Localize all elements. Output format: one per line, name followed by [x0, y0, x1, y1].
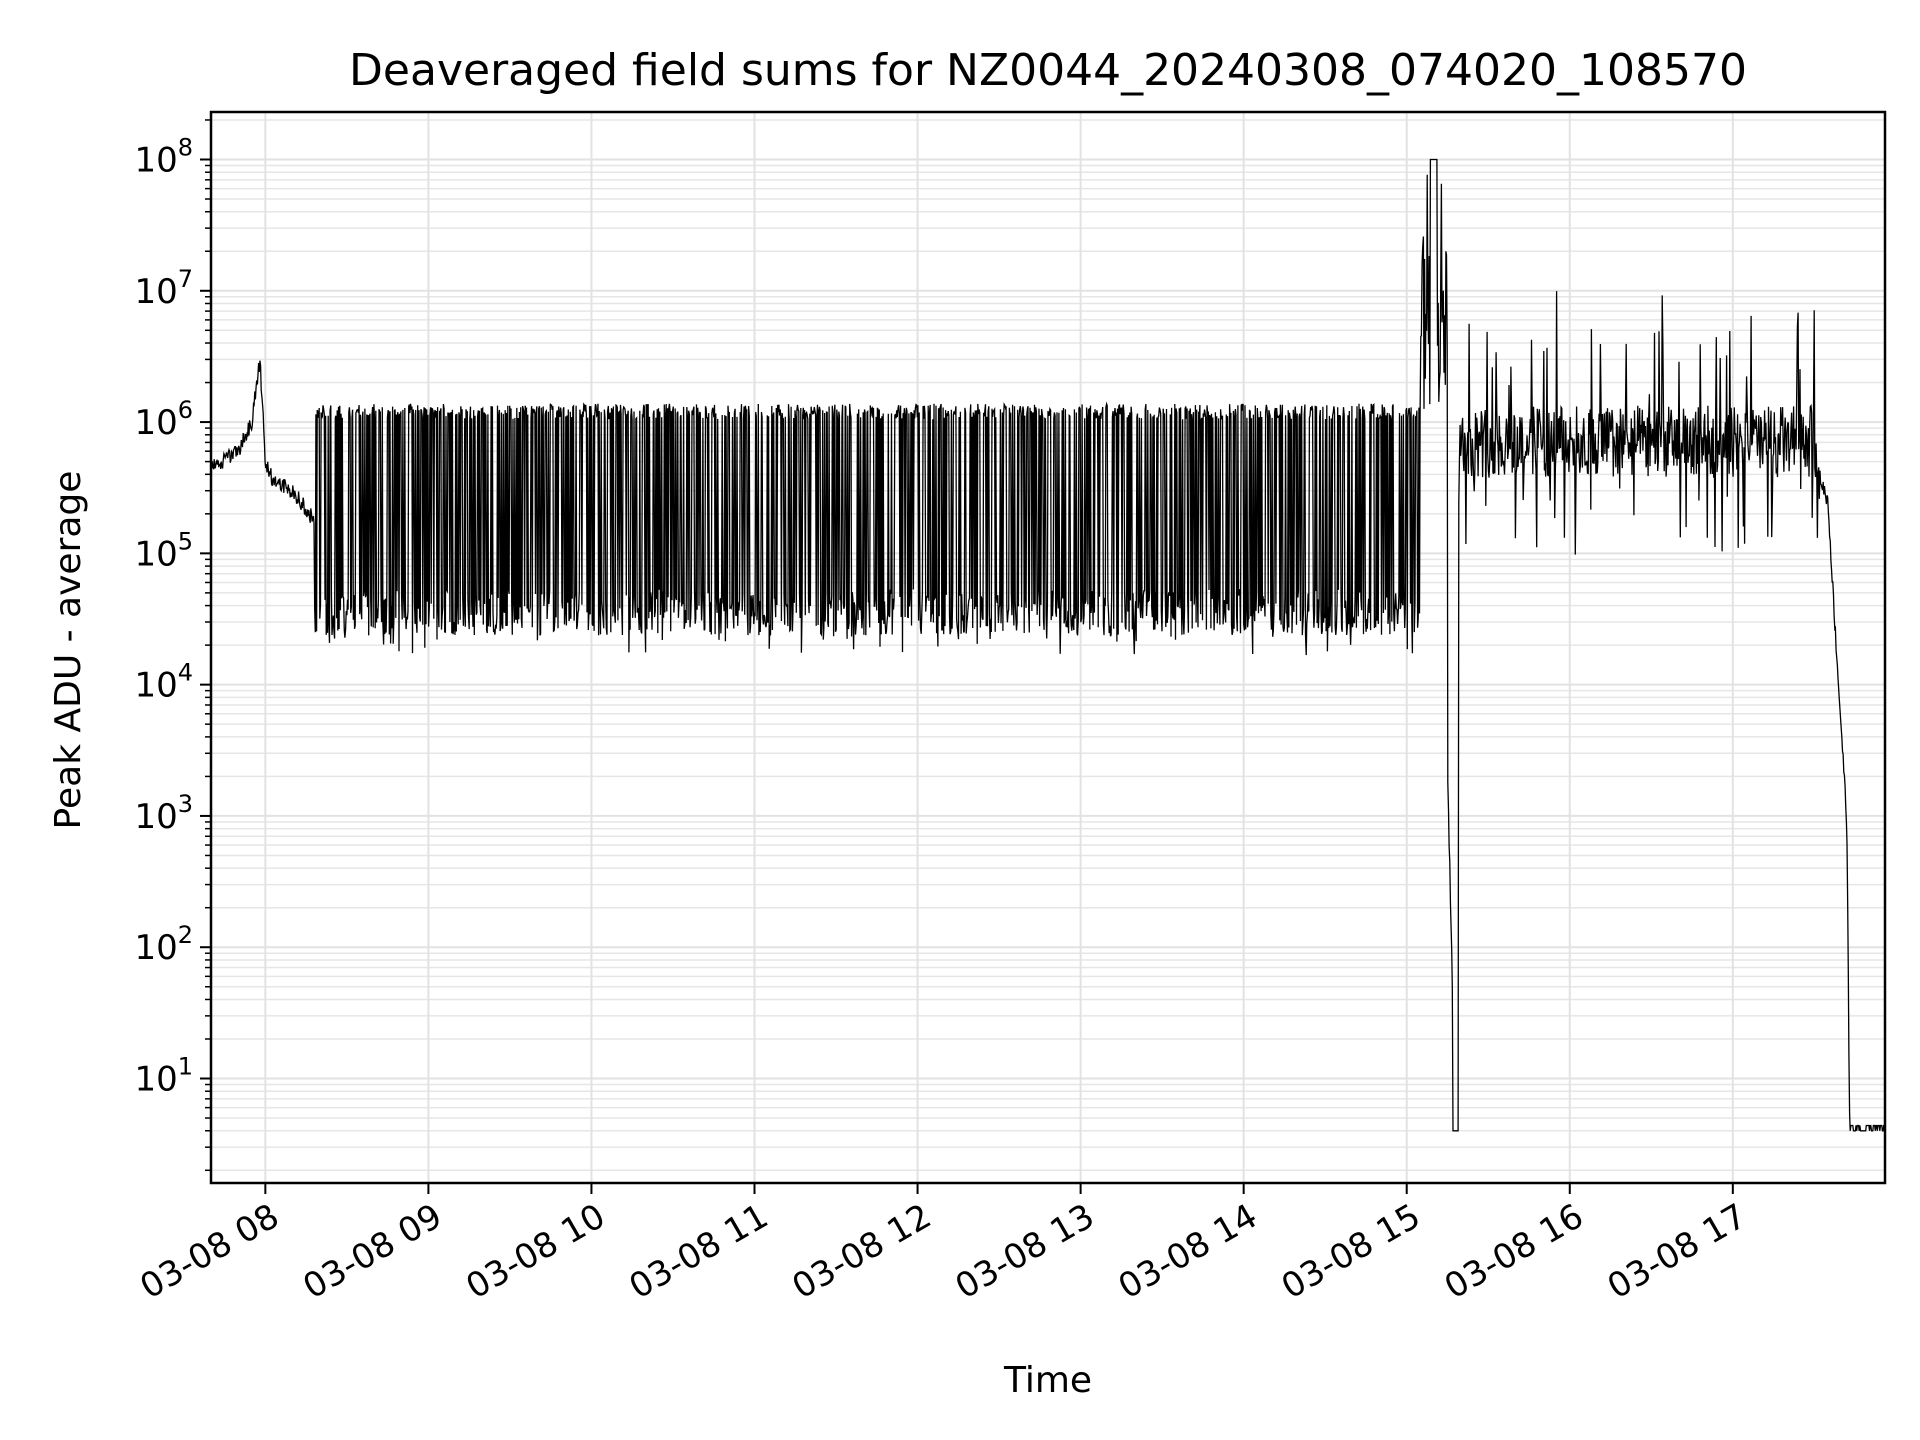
y-tick-label: 106 — [134, 396, 193, 443]
y-axis-ticks: 101 102 103 104 105 106 107 108 — [134, 119, 211, 1172]
y-tick-label: 104 — [134, 659, 193, 706]
data-layer — [210, 158, 1886, 1132]
y-tick-label: 102 — [134, 921, 193, 968]
plot-frame — [209, 110, 1887, 1185]
y-axis-label: Peak ADU - average — [48, 471, 89, 830]
y-tick-label: 107 — [134, 265, 193, 312]
x-axis-label: Time — [1003, 1360, 1092, 1401]
y-tick-label: 101 — [134, 1053, 193, 1100]
y-tick-label: 103 — [134, 790, 193, 837]
y-tick-label: 105 — [134, 527, 193, 574]
y-tick-label: 108 — [134, 133, 193, 180]
major-grid — [211, 112, 1885, 1183]
chart-title: Deaveraged field sums for NZ0044_2024030… — [349, 45, 1747, 96]
series-line — [210, 158, 1886, 1132]
